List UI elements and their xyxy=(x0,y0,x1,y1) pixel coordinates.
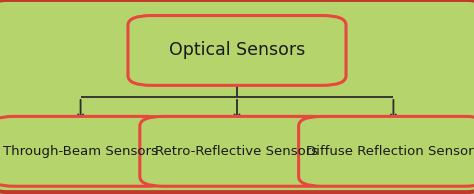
FancyBboxPatch shape xyxy=(128,16,346,85)
Text: Retro-Reflective Sensors: Retro-Reflective Sensors xyxy=(155,145,319,158)
Text: Diffuse Reflection Sensors: Diffuse Reflection Sensors xyxy=(306,145,474,158)
FancyBboxPatch shape xyxy=(140,116,334,186)
Text: Optical Sensors: Optical Sensors xyxy=(169,42,305,59)
Text: Through-Beam Sensors: Through-Beam Sensors xyxy=(3,145,158,158)
FancyBboxPatch shape xyxy=(0,116,171,186)
FancyBboxPatch shape xyxy=(299,116,474,186)
